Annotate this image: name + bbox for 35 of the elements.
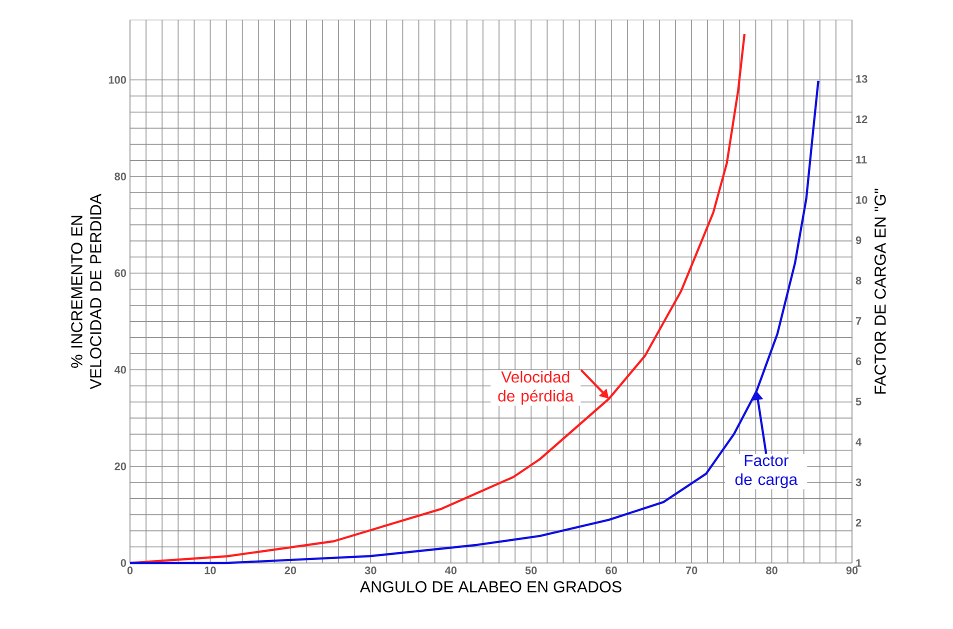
y2-tick-label: 6 xyxy=(856,357,862,366)
x-tick-label: 20 xyxy=(284,566,296,574)
x-tick-label: 30 xyxy=(364,566,376,574)
y2-tick-label: 5 xyxy=(856,398,862,406)
x-tick-label: 90 xyxy=(846,566,858,574)
x-tick-label: 10 xyxy=(204,566,216,574)
y-tick-label: 0 xyxy=(120,559,126,567)
x-tick-label: 50 xyxy=(525,566,537,574)
y-axis-title: % INCREMENTO EN VELOCIDAD DE PERDIDA xyxy=(71,194,102,390)
annotation: Velocidad de pérdida xyxy=(498,370,574,405)
y2-tick-label: 3 xyxy=(856,478,862,486)
y2-tick-label: 8 xyxy=(856,276,862,284)
x-tick-label: 80 xyxy=(766,566,778,574)
annotation: Factor de carga xyxy=(735,455,798,488)
x-tick-label: 0 xyxy=(127,566,133,574)
y2-tick-label: 11 xyxy=(856,156,867,164)
x-axis-title: ANGULO DE ALABEO EN GRADOS xyxy=(360,581,622,592)
y-tick-label: 20 xyxy=(114,462,126,470)
x-tick-label: 40 xyxy=(444,566,457,574)
x-tick-label: 70 xyxy=(686,566,698,574)
y2-tick-label: 13 xyxy=(856,75,868,83)
y-tick-label: 60 xyxy=(114,269,126,278)
x-tick-label: 60 xyxy=(606,566,617,574)
y-tick-label: 40 xyxy=(114,366,126,374)
line-series xyxy=(128,80,820,564)
y2-tick-label: 4 xyxy=(856,438,862,446)
y2-tick-label: 10 xyxy=(856,196,868,204)
y-tick-label: 80 xyxy=(114,172,126,180)
y-tick-label: 100 xyxy=(108,76,126,84)
y2-tick-label: 12 xyxy=(856,115,868,124)
y2-tick-label: 7 xyxy=(856,317,862,325)
y2-axis-title: FACTOR DE CARGA EN "G" xyxy=(874,188,886,394)
y2-tick-label: 2 xyxy=(856,518,862,526)
y2-tick-label: 1 xyxy=(856,559,862,567)
y2-tick-label: 9 xyxy=(856,236,862,244)
